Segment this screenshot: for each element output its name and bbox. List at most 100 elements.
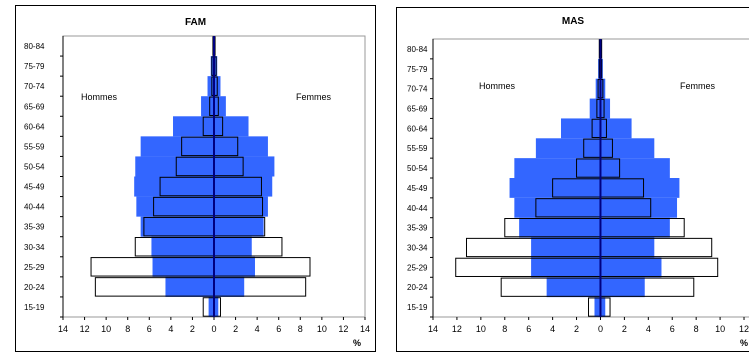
bar-men-filled [509,178,601,198]
pyramid-chart-fam: 14 12 10 8 6 4 2 0 2 4 6 8 10 12 14% 15-19 20-24 25-29 30-… [24,35,370,348]
x-axis-unit: % [740,338,748,348]
bar-men-filled [210,56,214,77]
x-tick-label: 8 [502,324,507,334]
x-tick-label: 2 [622,324,627,334]
age-group-label: 65-69 [407,105,428,114]
x-tick-label: 2 [574,324,579,334]
bar-men-filled [134,176,214,197]
x-tick-label: 14 [360,324,370,334]
bar-women-filled [600,237,655,258]
age-group-label: 50-54 [407,164,428,173]
age-group-label: 70-74 [407,85,428,94]
bar-men-filled [140,136,214,157]
bar-women-filled [214,176,273,197]
x-tick-label: 12 [452,324,462,334]
bar-women-filled [214,236,252,257]
x-tick-label: 10 [476,324,486,334]
bar-women-filled [600,178,680,198]
x-tick-label: 6 [526,324,531,334]
bar-men-filled [514,158,601,178]
x-tick-label: 10 [715,324,725,334]
age-group-label: 40-44 [407,204,428,213]
x-tick-label: 8 [694,324,699,334]
bar-men-filled [519,217,601,238]
age-group-label: 60-64 [407,124,428,133]
x-tick-label: 2 [190,324,195,334]
age-group-label: 75-79 [24,62,45,71]
bar-women-filled [214,256,255,277]
bar-women-filled [600,98,611,119]
x-tick-label: 6 [147,324,152,334]
x-axis-unit: % [353,338,361,348]
bar-men-filled [135,156,214,177]
bar-women-filled [600,217,670,238]
age-group-label: 50-54 [24,162,45,171]
x-tick-label: 0 [598,324,603,334]
x-tick-label: 10 [101,324,111,334]
x-tick-label: 12 [80,324,90,334]
left-side-label: Hommes [479,81,516,91]
bar-women-filled [214,116,249,137]
age-group-label: 30-34 [24,243,45,252]
x-tick-label: 12 [338,324,348,334]
age-group-label: 25-29 [407,263,428,272]
bar-men-filled [207,76,214,97]
x-tick-label: 4 [646,324,651,334]
right-side-label: Femmes [296,92,332,102]
left-side-label: Hommes [81,92,118,102]
age-group-label: 60-64 [24,122,45,131]
bar-women-filled [600,118,632,139]
bar-men-filled [535,138,601,159]
bar-men-filled [152,256,214,277]
age-group-label: 15-19 [24,303,45,312]
bar-women-filled [214,156,275,177]
x-tick-label: 14 [428,324,438,334]
right-side-label: Femmes [680,81,716,91]
bar-men-filled [560,118,601,139]
bar-women-filled [214,276,245,297]
pyramid-panel-fam: FAM 14 12 10 8 6 4 2 0 2 4 6 8 10 12 14% 15-19 20-24 25-2… [15,5,376,352]
age-group-label: 35-39 [24,223,45,232]
age-group-label: 80-84 [407,45,428,54]
x-tick-label: 4 [550,324,555,334]
bar-men-filled [589,98,601,119]
bar-women-filled [214,216,264,237]
bar-men-filled [594,297,601,317]
age-group-label: 45-49 [407,184,428,193]
x-tick-label: 4 [168,324,173,334]
x-tick-label: 4 [255,324,260,334]
bar-men-filled [136,196,214,217]
chart-title: MAS [561,16,585,27]
x-tick-label: 8 [298,324,303,334]
age-group-label: 35-39 [407,224,428,233]
bar-men-filled [201,96,214,117]
chart-title: FAM [184,17,207,28]
bar-men-filled [514,197,601,218]
bar-men-filled [546,277,601,298]
age-group-label: 15-19 [407,303,428,312]
bar-women-filled [214,56,218,77]
age-group-label: 20-24 [24,283,45,292]
bar-women-filled [214,196,268,217]
bar-men-filled [165,276,214,297]
pyramid-panel-mas: MAS 14121086420246810121%15-1920-2425-29… [396,7,749,352]
bar-women-filled [214,136,268,157]
age-group-label: 20-24 [407,283,428,292]
bar-women-filled [600,138,655,159]
bar-men-filled [208,296,214,317]
x-tick-label: 12 [739,324,749,334]
bar-men-filled [531,257,601,278]
age-group-label: 55-59 [24,142,45,151]
age-group-label: 45-49 [24,183,45,192]
age-group-label: 55-59 [407,144,428,153]
bar-men-filled [140,216,214,237]
x-tick-label: 8 [125,324,130,334]
bar-women-filled [600,257,662,278]
bar-women-filled [214,296,219,317]
age-group-label: 80-84 [24,42,45,51]
age-group-label: 70-74 [24,82,45,91]
x-tick-label: 6 [670,324,675,334]
bar-women-filled [600,197,678,218]
x-tick-label: 0 [211,324,216,334]
bar-men-filled [173,116,214,137]
